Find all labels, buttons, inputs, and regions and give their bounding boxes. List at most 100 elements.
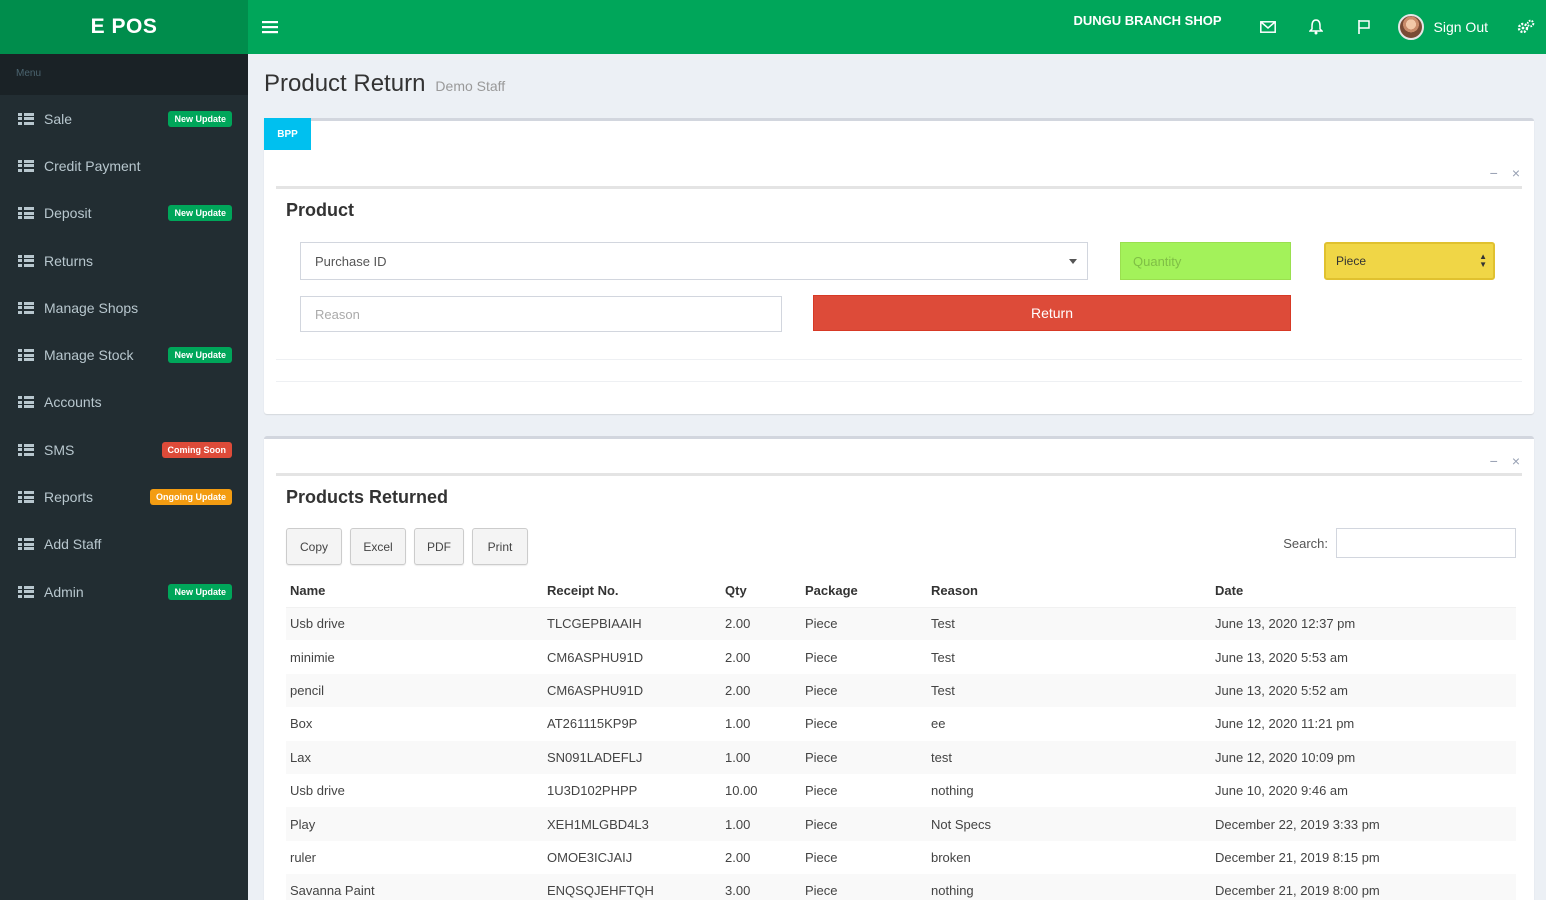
- table-cell: 1.00: [725, 749, 751, 765]
- table-row[interactable]: ruler OMOE3ICJAIJ 2.00 Piece broken December …: [286, 841, 1516, 874]
- grid-icon: [18, 538, 34, 551]
- sidebar-item-accounts[interactable]: Accounts: [0, 379, 248, 426]
- minimize-icon[interactable]: −: [1489, 165, 1498, 181]
- quantity-field[interactable]: [1120, 242, 1291, 280]
- column-header-package[interactable]: Package: [801, 575, 927, 608]
- table-cell: December 21, 2019 8:15 pm: [1215, 849, 1380, 865]
- flag-icon[interactable]: [1340, 0, 1388, 54]
- column-header-receipt-no[interactable]: Receipt No.: [543, 575, 721, 608]
- table-cell: AT261115KP9P: [547, 716, 638, 732]
- table-cell: December 22, 2019 3:33 pm: [1215, 816, 1380, 832]
- table-cell: Savanna Paint: [290, 883, 375, 899]
- table-cell: 2.00: [725, 649, 751, 665]
- envelope-icon[interactable]: [1244, 0, 1292, 54]
- column-header-date[interactable]: Date: [1211, 575, 1516, 608]
- reason-field[interactable]: [300, 296, 782, 332]
- column-header-name[interactable]: Name: [286, 575, 543, 608]
- table-cell: Piece: [805, 849, 838, 865]
- table-row[interactable]: Lax SN091LADEFLJ 1.00 Piece test June 12, 202…: [286, 740, 1516, 774]
- table-row[interactable]: Play XEH1MLGBD4L3 1.00 Piece Not Specs Decemb…: [286, 807, 1516, 841]
- close-icon[interactable]: ×: [1511, 453, 1520, 469]
- table-cell: 2.00: [725, 616, 751, 632]
- table-cell: nothing: [931, 883, 974, 899]
- sidebar-item-label: Sale: [44, 110, 73, 127]
- table-cell: Piece: [805, 816, 838, 832]
- grid-icon: [18, 443, 34, 456]
- table-cell: 1.00: [725, 816, 751, 832]
- grid-icon: [18, 254, 34, 267]
- close-icon[interactable]: ×: [1511, 165, 1520, 181]
- grid-icon: [18, 301, 34, 314]
- pdf-button[interactable]: PDF: [414, 528, 464, 565]
- table-cell: pencil: [290, 682, 324, 698]
- grid-icon: [18, 159, 34, 172]
- sidebar-item-credit-payment[interactable]: Credit Payment: [0, 142, 248, 189]
- table-cell: Piece: [805, 883, 838, 899]
- table-row[interactable]: Savanna Paint ENQSQJEHFTQH 3.00 Piece nothin…: [286, 874, 1516, 900]
- table-search: Search:: [1283, 528, 1516, 558]
- sidebar-item-deposit[interactable]: Deposit New Update: [0, 190, 248, 237]
- product-box: BPP − × Product Purchase ID Piece ▲▼ Ret…: [264, 118, 1534, 414]
- table-cell: nothing: [931, 783, 974, 799]
- return-button[interactable]: Return: [813, 295, 1291, 331]
- table-cell: Test: [931, 682, 955, 698]
- table-row[interactable]: Usb drive TLCGEPBIAAIH 2.00 Piece Test June 1…: [286, 607, 1516, 641]
- table-cell: CM6ASPHU91D: [547, 649, 644, 665]
- products-returned-box: − × Products Returned Copy Excel PDF Pri…: [264, 436, 1534, 900]
- table-cell: OMOE3ICJAIJ: [547, 849, 633, 865]
- bell-icon[interactable]: [1292, 0, 1340, 54]
- table-row[interactable]: Usb drive 1U3D102PHPP 10.00 Piece nothing Jun…: [286, 774, 1516, 807]
- table-row[interactable]: pencil CM6ASPHU91D 2.00 Piece Test June 13, 2…: [286, 673, 1516, 708]
- sidebar-item-label: Manage Shops: [44, 299, 139, 316]
- table-cell: 2.00: [725, 682, 751, 698]
- minimize-icon[interactable]: −: [1489, 453, 1498, 469]
- table-cell: June 10, 2020 9:46 am: [1215, 783, 1348, 799]
- table-cell: broken: [931, 849, 971, 865]
- sidebar-item-add-staff[interactable]: Add Staff: [0, 521, 248, 568]
- status-badge: New Update: [168, 347, 232, 364]
- table-cell: minimie: [290, 649, 335, 665]
- sidebar-item-label: Manage Stock: [44, 347, 134, 364]
- divider: [276, 186, 1522, 189]
- table-row[interactable]: minimie CM6ASPHU91D 2.00 Piece Test June 13, …: [286, 640, 1516, 673]
- table-cell: June 12, 2020 11:21 pm: [1215, 716, 1355, 732]
- table-cell: SN091LADEFLJ: [547, 749, 643, 765]
- table-cell: Piece: [805, 682, 838, 698]
- sidebar-item-sms[interactable]: SMS Coming Soon: [0, 426, 248, 473]
- sidebar-item-sale[interactable]: Sale New Update: [0, 95, 248, 142]
- sidebar-item-admin[interactable]: Admin New Update: [0, 568, 248, 615]
- status-badge: New Update: [168, 205, 232, 222]
- sidebar-item-manage-stock[interactable]: Manage Stock New Update: [0, 331, 248, 378]
- print-button[interactable]: Print: [472, 528, 528, 565]
- package-select[interactable]: Piece ▲ ▼: [1324, 242, 1495, 280]
- table-cell: June 13, 2020 5:52 am: [1215, 682, 1348, 698]
- sidebar-item-reports[interactable]: Reports Ongoing Update: [0, 473, 248, 520]
- brand-logo[interactable]: E POS: [0, 0, 248, 54]
- sidebar-item-manage-shops[interactable]: Manage Shops: [0, 284, 248, 331]
- sign-out-link[interactable]: Sign Out: [1433, 19, 1488, 35]
- menu-toggle-icon[interactable]: [248, 0, 292, 54]
- avatar: [1397, 14, 1424, 40]
- copy-button[interactable]: Copy: [286, 528, 342, 565]
- sidebar-item-label: Credit Payment: [44, 157, 141, 174]
- table-cell: CM6ASPHU91D: [547, 682, 644, 698]
- search-input[interactable]: [1336, 528, 1516, 558]
- purchase-id-value: Purchase ID: [315, 254, 387, 269]
- table-row[interactable]: Box AT261115KP9P 1.00 Piece ee June 12, 2020 …: [286, 707, 1516, 740]
- table-cell: Usb drive: [290, 616, 345, 632]
- grid-icon: [18, 112, 34, 125]
- purchase-id-select[interactable]: Purchase ID: [300, 242, 1088, 280]
- table-cell: June 13, 2020 12:37 pm: [1215, 616, 1356, 632]
- user-menu[interactable]: Sign Out: [1388, 0, 1506, 54]
- sidebar: Menu Sale New Update Credit Payment Deposit…: [0, 54, 248, 900]
- table-cell: Piece: [805, 749, 838, 765]
- excel-button[interactable]: Excel: [350, 528, 406, 565]
- gears-icon[interactable]: [1506, 0, 1546, 54]
- column-header-qty[interactable]: Qty: [721, 575, 801, 608]
- table-cell: ENQSQJEHFTQH: [547, 883, 654, 899]
- sidebar-item-returns[interactable]: Returns: [0, 237, 248, 284]
- grid-icon: [18, 349, 34, 362]
- bpp-button[interactable]: BPP: [264, 118, 311, 150]
- sidebar-item-label: Admin: [44, 583, 84, 600]
- column-header-reason[interactable]: Reason: [927, 575, 1211, 608]
